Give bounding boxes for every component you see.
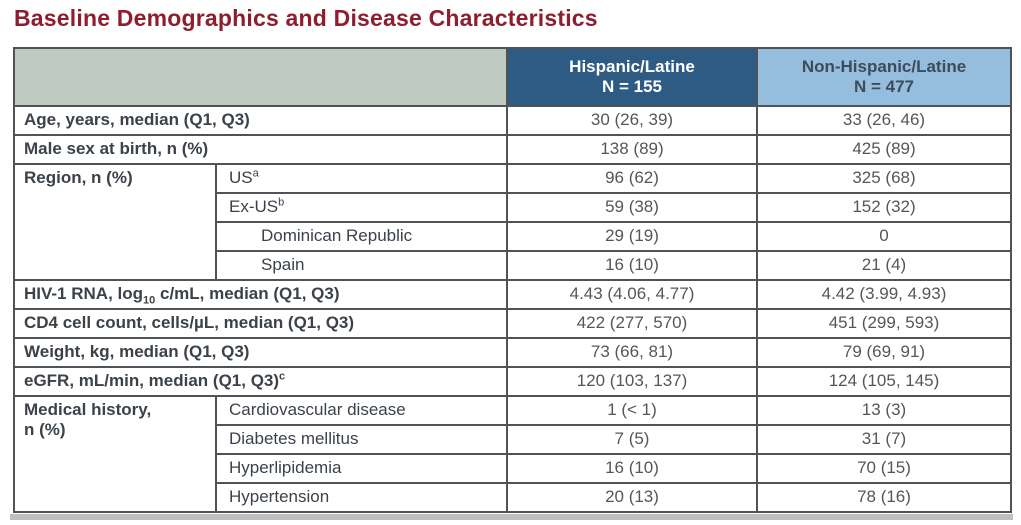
table-row: Age, years, median (Q1, Q3) 30 (26, 39) 33… [13, 105, 1012, 136]
label-superscript: c [279, 370, 286, 383]
cell-value: 13 (3) [756, 395, 1012, 426]
label-superscript: b [278, 196, 285, 209]
cell-value: 78 (16) [756, 482, 1012, 513]
cell-value: 0 [756, 221, 1012, 252]
header-hispanic-latine-cell: Hispanic/Latine N = 155 [506, 47, 758, 107]
row-label: Male sex at birth, n (%) [13, 134, 508, 165]
cell-value: 70 (15) [756, 453, 1012, 484]
cell-value: 425 (89) [756, 134, 1012, 165]
header-non-hispanic-latine-n: N = 477 [853, 77, 914, 96]
table-row: Spain 16 (10) 21 (4) [14, 250, 1012, 281]
cell-value: 152 (32) [756, 192, 1012, 223]
row-label: Age, years, median (Q1, Q3) [13, 105, 508, 136]
cell-value: 138 (89) [506, 134, 758, 165]
table-row: Hypertension 20 (13) 78 (16) [14, 482, 1012, 513]
cell-value: 20 (13) [506, 482, 758, 513]
header-non-hispanic-latine-label: Non-Hispanic/Latine [801, 56, 967, 76]
cell-value: 21 (4) [756, 250, 1012, 281]
footer-divider-bar [10, 514, 1013, 520]
cell-value: 73 (66, 81) [506, 337, 758, 368]
header-non-hispanic-latine-cell: Non-Hispanic/Latine N = 477 [756, 47, 1012, 107]
cell-value: 29 (19) [506, 221, 758, 252]
table-header-row: Hispanic/Latine N = 155 Non-Hispanic/Lat… [13, 47, 1012, 107]
cell-value: 30 (26, 39) [506, 105, 758, 136]
row-group-label: Medical history, n (%) [13, 395, 217, 513]
table-row: Weight, kg, median (Q1, Q3) 73 (66, 81) 79… [13, 337, 1012, 368]
row-label: Weight, kg, median (Q1, Q3) [13, 337, 508, 368]
row-label: CD4 cell count, cells/µL, median (Q1, Q3… [13, 308, 508, 339]
table-row: Diabetes mellitus 7 (5) 31 (7) [14, 424, 1012, 455]
row-sub-label: Hyperlipidemia [215, 453, 508, 484]
header-hispanic-latine-label: Hispanic/Latine [569, 56, 695, 76]
row-sub-label: USa [215, 163, 508, 194]
cell-value: 4.43 (4.06, 4.77) [506, 279, 758, 310]
row-sub-label: Spain [215, 250, 508, 281]
header-corner-cell [13, 47, 508, 107]
page-title: Baseline Demographics and Disease Charac… [14, 5, 598, 31]
cell-value: 33 (26, 46) [756, 105, 1012, 136]
table-row: eGFR, mL/min, median (Q1, Q3)c 120 (103, … [13, 366, 1012, 397]
cell-value: 7 (5) [506, 424, 758, 455]
demographics-table: Hispanic/Latine N = 155 Non-Hispanic/Lat… [13, 47, 1012, 513]
table-row: Male sex at birth, n (%) 138 (89) 425 (89) [13, 134, 1012, 165]
table-row: Region, n (%) USa 96 (62) 325 (68) [13, 163, 1012, 281]
row-group-label: Region, n (%) [13, 163, 217, 281]
row-sub-label: Cardiovascular disease [215, 395, 508, 426]
cell-value: 16 (10) [506, 453, 758, 484]
table-row: Hyperlipidemia 16 (10) 70 (15) [14, 453, 1012, 484]
table-row: CD4 cell count, cells/µL, median (Q1, Q3… [13, 308, 1012, 339]
cell-value: 124 (105, 145) [756, 366, 1012, 397]
cell-value: 16 (10) [506, 250, 758, 281]
cell-value: 96 (62) [506, 163, 758, 194]
table-row: Ex-USb 59 (38) 152 (32) [14, 192, 1012, 223]
row-label: eGFR, mL/min, median (Q1, Q3)c [13, 366, 508, 397]
cell-value: 325 (68) [756, 163, 1012, 194]
row-sub-label: Hypertension [215, 482, 508, 513]
row-sub-label: Ex-USb [215, 192, 508, 223]
table-row: HIV-1 RNA, log10 c/mL, median (Q1, Q3) 4.… [13, 279, 1012, 310]
header-hispanic-latine-n: N = 155 [601, 77, 662, 96]
cell-value: 120 (103, 137) [506, 366, 758, 397]
label-suberscript: 10 [143, 294, 156, 307]
cell-value: 1 (< 1) [506, 395, 758, 426]
label-superscript: a [252, 167, 259, 180]
table-row: Medical history, n (%) Cardiovascular dis… [13, 395, 1012, 513]
cell-value: 59 (38) [506, 192, 758, 223]
cell-value: 31 (7) [756, 424, 1012, 455]
row-sub-label: Diabetes mellitus [215, 424, 508, 455]
row-label: HIV-1 RNA, log10 c/mL, median (Q1, Q3) [13, 279, 508, 310]
cell-value: 422 (277, 570) [506, 308, 758, 339]
cell-value: 451 (299, 593) [756, 308, 1012, 339]
table-row: Dominican Republic 29 (19) 0 [14, 221, 1012, 252]
cell-value: 4.42 (3.99, 4.93) [756, 279, 1012, 310]
cell-value: 79 (69, 91) [756, 337, 1012, 368]
row-sub-label: Dominican Republic [215, 221, 508, 252]
